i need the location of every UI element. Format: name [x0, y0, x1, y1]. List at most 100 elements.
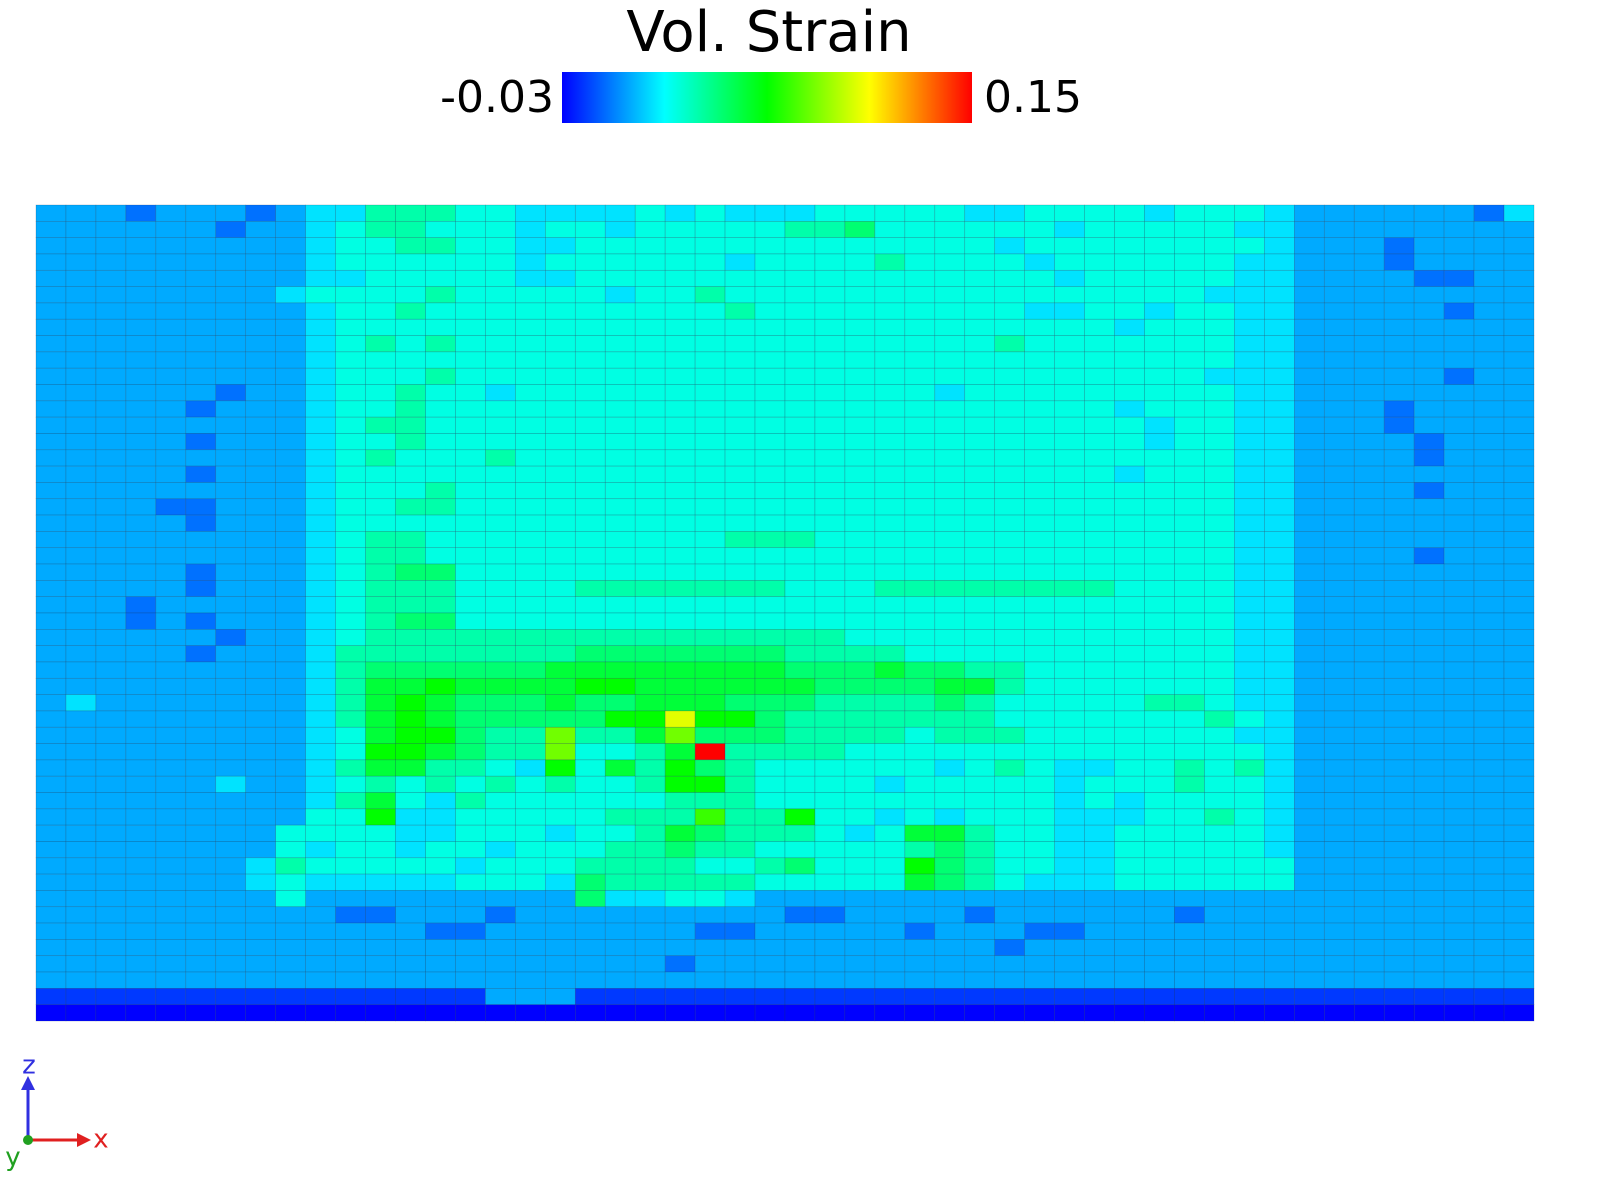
- cell: [125, 710, 157, 728]
- cell: [1144, 514, 1175, 532]
- cell: [1024, 873, 1055, 891]
- cell: [1323, 792, 1355, 810]
- cell: [395, 514, 426, 532]
- cell: [1144, 433, 1175, 451]
- cell: [215, 253, 247, 271]
- cell: [155, 416, 187, 434]
- cell: [1503, 677, 1535, 695]
- cell: [964, 612, 996, 630]
- cell: [964, 465, 996, 483]
- cell: [1383, 204, 1415, 222]
- cell: [185, 400, 217, 418]
- cell: [934, 873, 966, 891]
- cell: [335, 808, 366, 826]
- cell: [485, 988, 516, 1005]
- cell: [425, 367, 456, 385]
- cell: [634, 221, 666, 238]
- cell: [604, 318, 636, 336]
- cell: [275, 743, 306, 761]
- cell: [604, 661, 636, 679]
- cell: [245, 465, 276, 483]
- cell: [814, 612, 846, 630]
- cell: [814, 204, 846, 222]
- cell: [485, 351, 516, 369]
- cell: [1503, 286, 1535, 304]
- cell: [1323, 335, 1355, 353]
- cell: [1204, 204, 1235, 222]
- cell: [1024, 939, 1055, 957]
- cell: [844, 400, 876, 418]
- cell: [1084, 612, 1115, 630]
- cell: [1054, 596, 1085, 614]
- cell: [1413, 629, 1445, 646]
- y-label: y: [5, 1143, 20, 1173]
- cell: [35, 400, 67, 418]
- cell: [1503, 857, 1535, 875]
- cell: [215, 580, 247, 597]
- cell: [904, 710, 936, 728]
- cell: [754, 498, 786, 516]
- cell: [485, 775, 516, 793]
- cell: [245, 563, 276, 581]
- cell: [1323, 629, 1355, 646]
- cell: [1264, 465, 1295, 483]
- cell: [754, 743, 786, 761]
- cell: [1503, 531, 1535, 549]
- cell: [814, 482, 846, 500]
- cell: [694, 204, 726, 222]
- cell: [1234, 351, 1265, 369]
- cell: [1294, 204, 1325, 222]
- cell: [874, 237, 906, 255]
- cell: [395, 400, 426, 418]
- cell: [574, 416, 606, 434]
- cell: [934, 922, 966, 940]
- cell: [485, 318, 516, 336]
- cell: [305, 318, 336, 336]
- cell: [95, 661, 127, 679]
- cell: [934, 971, 966, 989]
- cell: [1234, 286, 1265, 304]
- cell: [604, 563, 636, 581]
- cell: [485, 514, 516, 532]
- cell: [515, 710, 546, 728]
- cell: [1323, 890, 1355, 908]
- cell: [485, 612, 516, 630]
- cell: [874, 694, 906, 712]
- cell: [934, 237, 966, 255]
- cell: [485, 743, 516, 761]
- cell: [1174, 612, 1205, 630]
- cell: [305, 824, 336, 842]
- cell: [125, 988, 157, 1005]
- cell: [1084, 971, 1115, 989]
- cell: [994, 955, 1025, 973]
- cell: [814, 269, 846, 287]
- cell: [1234, 563, 1265, 581]
- cell: [1503, 890, 1535, 908]
- cell: [455, 416, 486, 434]
- cell: [1503, 906, 1535, 924]
- cell: [664, 416, 696, 434]
- cell: [1443, 286, 1475, 304]
- cell: [245, 335, 276, 353]
- cell: [335, 580, 366, 597]
- cell: [1294, 710, 1325, 728]
- cell: [1323, 531, 1355, 549]
- cell: [305, 841, 336, 859]
- cell: [245, 351, 276, 369]
- cell: [515, 808, 546, 826]
- cell: [814, 873, 846, 891]
- cell: [35, 645, 67, 663]
- cell: [604, 531, 636, 549]
- cell: [1144, 204, 1175, 222]
- cell: [664, 939, 696, 957]
- cell: [215, 482, 247, 500]
- cell: [365, 857, 396, 875]
- cell: [1024, 351, 1055, 369]
- cell: [874, 547, 906, 565]
- cell: [994, 269, 1025, 287]
- cell: [275, 204, 306, 222]
- cell: [1443, 269, 1475, 287]
- cell: [1234, 318, 1265, 336]
- cell: [1323, 661, 1355, 679]
- cell: [934, 400, 966, 418]
